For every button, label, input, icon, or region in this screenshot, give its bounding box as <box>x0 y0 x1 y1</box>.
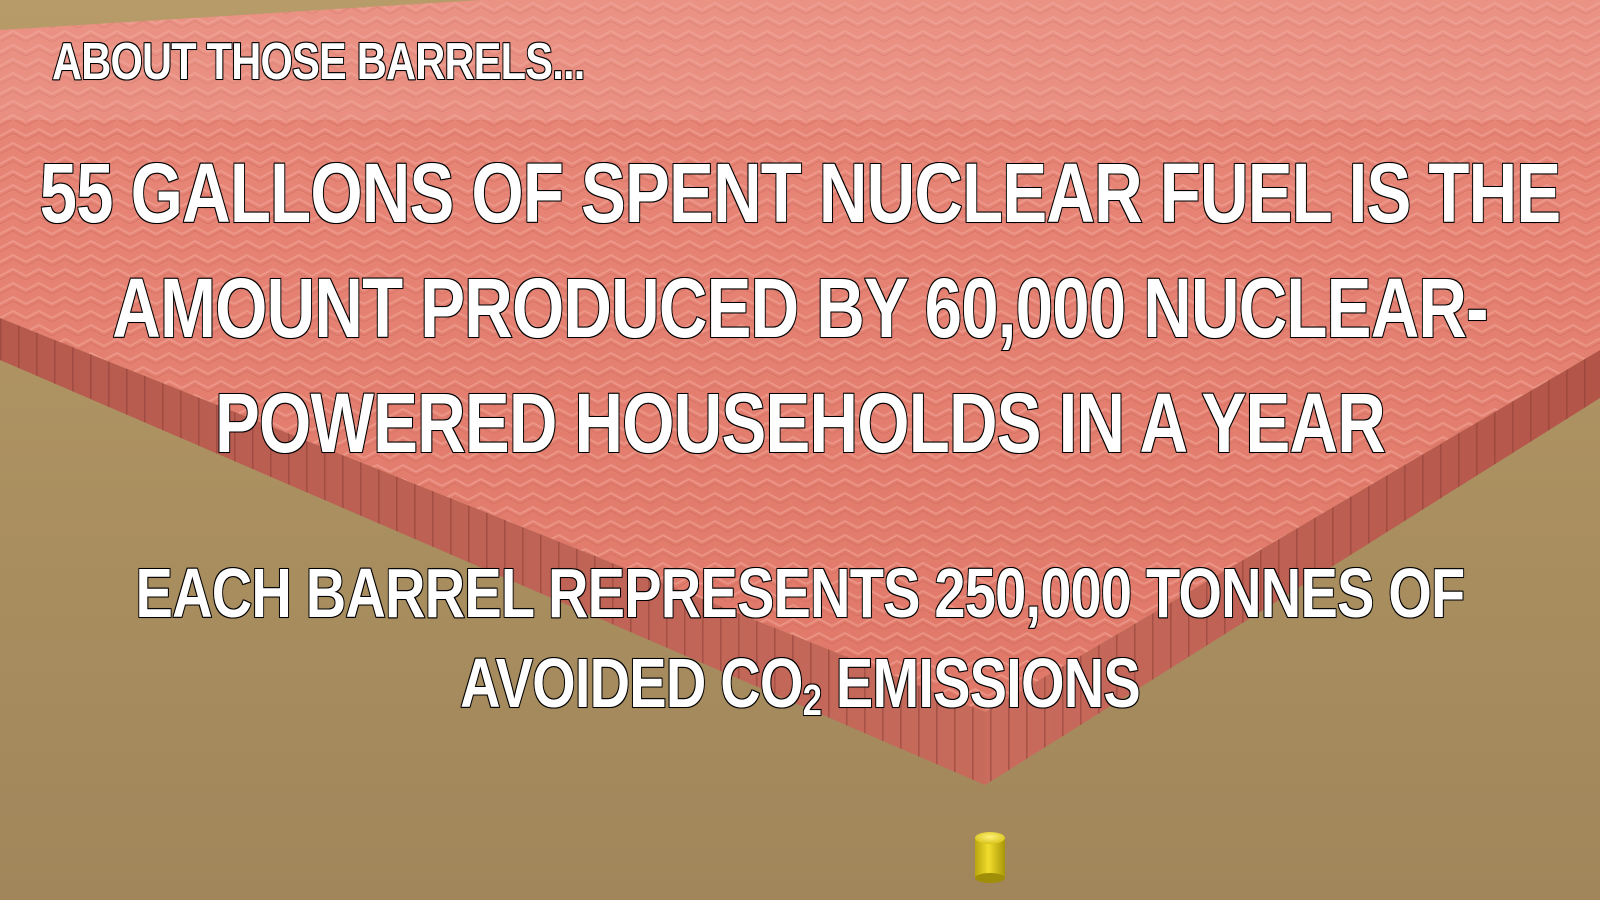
co2-subscript: 2 <box>802 676 823 726</box>
co2-line: AVOIDED CO2 EMISSIONS <box>0 638 1600 738</box>
co2-line-end: EMISSIONS <box>821 643 1141 723</box>
fact-line: AMOUNT PRODUCED BY 60,000 NUCLEAR- <box>111 260 1489 356</box>
co2-line: EACH BARREL REPRESENTS 250,000 TONNES OF <box>135 553 1466 633</box>
co2-line-start: AVOIDED CO <box>459 643 804 723</box>
heading: ABOUT THOSE BARRELS... <box>51 33 586 91</box>
single-barrel <box>975 832 1005 883</box>
fact-line: POWERED HOUSEHOLDS IN A YEAR <box>214 375 1386 471</box>
fact-line: 55 GALLONS OF SPENT NUCLEAR FUEL IS THE <box>39 145 1562 241</box>
